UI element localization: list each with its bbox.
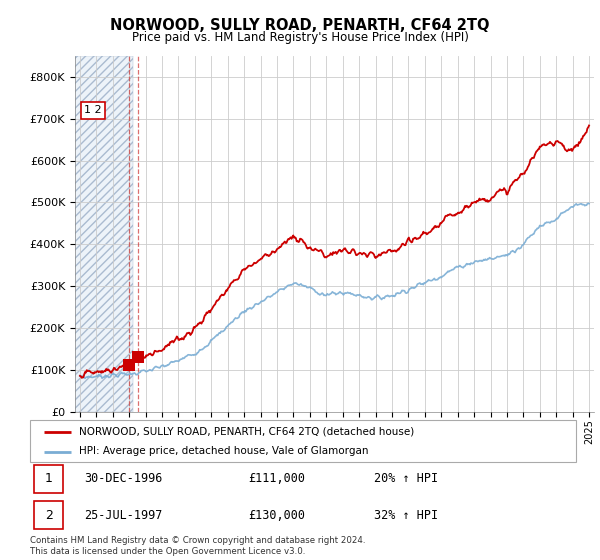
FancyBboxPatch shape — [34, 501, 63, 529]
FancyBboxPatch shape — [34, 465, 63, 493]
Bar — [75, 56, 133, 412]
Text: £130,000: £130,000 — [248, 508, 305, 521]
Text: Price paid vs. HM Land Registry's House Price Index (HPI): Price paid vs. HM Land Registry's House … — [131, 31, 469, 44]
Text: NORWOOD, SULLY ROAD, PENARTH, CF64 2TQ: NORWOOD, SULLY ROAD, PENARTH, CF64 2TQ — [110, 18, 490, 33]
Text: HPI: Average price, detached house, Vale of Glamorgan: HPI: Average price, detached house, Vale… — [79, 446, 368, 456]
Text: 1 2: 1 2 — [84, 105, 102, 115]
FancyBboxPatch shape — [30, 420, 576, 462]
Text: 1: 1 — [44, 473, 53, 486]
Text: 32% ↑ HPI: 32% ↑ HPI — [374, 508, 438, 521]
Text: NORWOOD, SULLY ROAD, PENARTH, CF64 2TQ (detached house): NORWOOD, SULLY ROAD, PENARTH, CF64 2TQ (… — [79, 427, 415, 437]
Text: 30-DEC-1996: 30-DEC-1996 — [85, 473, 163, 486]
Text: 20% ↑ HPI: 20% ↑ HPI — [374, 473, 438, 486]
Bar — [75, 56, 133, 412]
Text: 25-JUL-1997: 25-JUL-1997 — [85, 508, 163, 521]
Text: Contains HM Land Registry data © Crown copyright and database right 2024.
This d: Contains HM Land Registry data © Crown c… — [30, 536, 365, 556]
Text: £111,000: £111,000 — [248, 473, 305, 486]
Text: 2: 2 — [44, 508, 53, 521]
